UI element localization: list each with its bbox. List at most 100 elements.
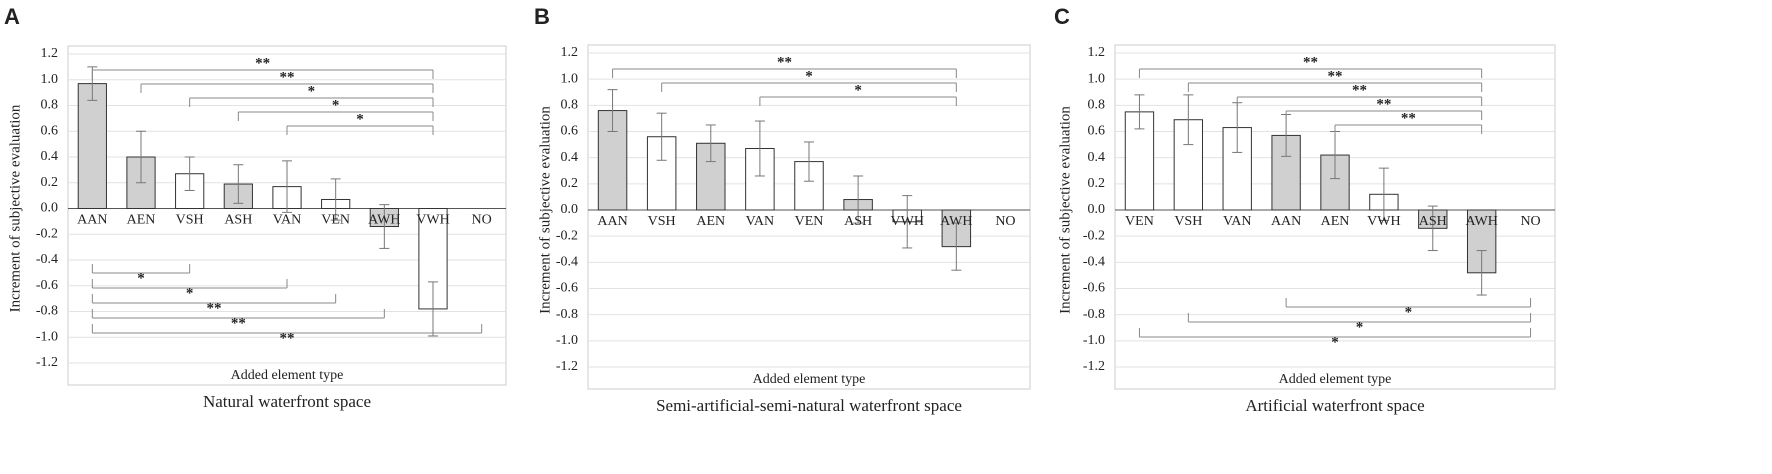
plot-frame: [587, 44, 1031, 390]
x-tick-label: AWH: [940, 214, 972, 229]
x-tick-label: AEN: [127, 213, 156, 228]
x-tick-label: AWH: [1466, 214, 1498, 229]
panel-label: C: [1054, 4, 1070, 29]
significance-label: **: [207, 300, 222, 316]
y-tick-label: 0.2: [41, 175, 59, 190]
y-axis-label: Increment of subjective evaluation: [537, 106, 553, 314]
significance-label: *: [186, 285, 194, 301]
y-tick-label: -1.0: [556, 333, 578, 348]
y-tick-label: -0.6: [556, 281, 578, 296]
significance-label: *: [356, 111, 364, 127]
significance-label: **: [1328, 68, 1343, 84]
y-tick-label: 1.2: [41, 46, 59, 61]
x-tick-label: AAN: [77, 213, 107, 228]
x-tick-label: VSH: [176, 213, 204, 228]
y-tick-label: 1.2: [1088, 45, 1106, 60]
significance-label: *: [332, 97, 340, 113]
x-axis-label: Added element type: [1279, 372, 1392, 387]
significance-label: **: [1376, 96, 1391, 112]
panel-label: A: [4, 4, 20, 29]
significance-label: *: [805, 68, 813, 84]
y-tick-label: 1.0: [1088, 71, 1106, 86]
y-tick-label: -0.4: [36, 252, 58, 267]
x-tick-label: AWH: [368, 213, 400, 228]
bar: [77, 83, 107, 209]
y-tick-label: 0.0: [1088, 202, 1106, 217]
x-axis-label: Added element type: [231, 368, 344, 383]
y-tick-label: 0.2: [1088, 176, 1106, 191]
y-tick-label: 0.4: [1088, 150, 1106, 165]
significance-label: **: [1401, 110, 1416, 126]
y-tick-label: -0.4: [556, 255, 578, 270]
y-tick-label: 0.6: [561, 124, 579, 139]
x-tick-label: VWH: [1367, 214, 1400, 229]
y-tick-label: 0.2: [561, 176, 579, 191]
y-tick-label: -1.2: [1083, 359, 1105, 374]
panel-title: Semi-artificial-semi-natural waterfront …: [656, 396, 962, 415]
x-tick-label: VAN: [1223, 214, 1252, 229]
y-tick-label: 1.2: [561, 45, 579, 60]
y-tick-label: -0.2: [556, 228, 578, 243]
y-tick-label: -0.2: [1083, 228, 1105, 243]
significance-label: *: [854, 82, 862, 98]
y-tick-label: 0.0: [561, 202, 579, 217]
significance-label: *: [308, 83, 316, 99]
y-tick-label: 0.0: [41, 201, 59, 216]
x-tick-label: NO: [995, 214, 1015, 229]
significance-label: **: [1352, 82, 1367, 98]
y-tick-label: 0.8: [41, 98, 59, 113]
y-tick-label: -1.2: [556, 359, 578, 374]
x-tick-label: AAN: [1271, 214, 1301, 229]
x-tick-label: VWH: [416, 213, 449, 228]
y-tick-label: -0.8: [36, 304, 58, 319]
significance-label: **: [280, 69, 295, 85]
y-tick-label: -0.4: [1083, 255, 1105, 270]
y-tick-label: 0.4: [561, 150, 579, 165]
x-tick-label: AEN: [1321, 214, 1350, 229]
y-tick-label: -0.6: [1083, 281, 1105, 296]
x-axis-label: Added element type: [753, 372, 866, 387]
x-tick-label: NO: [472, 213, 492, 228]
y-tick-label: -1.0: [36, 329, 58, 344]
panel-title: Artificial waterfront space: [1245, 396, 1424, 415]
x-tick-label: AAN: [597, 214, 627, 229]
bar: [1222, 127, 1252, 211]
y-tick-label: -1.0: [1083, 333, 1105, 348]
y-axis-label: Increment of subjective evaluation: [1057, 106, 1073, 314]
x-tick-label: VEN: [795, 214, 824, 229]
x-tick-label: NO: [1520, 214, 1540, 229]
y-tick-label: 1.0: [41, 72, 59, 87]
significance-label: **: [1303, 54, 1318, 70]
x-tick-label: AEN: [696, 214, 725, 229]
x-tick-label: ASH: [224, 213, 252, 228]
y-tick-label: 0.6: [41, 123, 59, 138]
significance-label: **: [777, 54, 792, 70]
y-tick-label: -0.8: [1083, 307, 1105, 322]
significance-label: *: [1405, 304, 1413, 320]
y-tick-label: 0.8: [1088, 98, 1106, 113]
plot-frame: [67, 45, 507, 386]
y-tick-label: 0.4: [41, 149, 59, 164]
x-tick-label: VSH: [648, 214, 676, 229]
significance-label: *: [1356, 319, 1364, 335]
y-tick-label: -1.2: [36, 355, 58, 370]
panel-title: Natural waterfront space: [203, 392, 371, 411]
significance-label: **: [255, 55, 270, 71]
y-tick-label: 0.8: [561, 98, 579, 113]
x-tick-label: VSH: [1174, 214, 1202, 229]
y-tick-label: -0.6: [36, 278, 58, 293]
y-tick-label: 1.0: [561, 71, 579, 86]
y-tick-label: -0.8: [556, 307, 578, 322]
significance-label: *: [137, 270, 145, 286]
y-axis-label: Increment of subjective evaluation: [7, 104, 23, 312]
significance-label: *: [1331, 334, 1339, 350]
y-tick-label: 0.6: [1088, 124, 1106, 139]
x-tick-label: VAN: [746, 214, 775, 229]
x-tick-label: VEN: [1125, 214, 1154, 229]
x-tick-label: VAN: [273, 213, 302, 228]
significance-label: **: [231, 315, 246, 331]
plot-frame: [1114, 44, 1556, 390]
x-tick-label: VWH: [891, 214, 924, 229]
x-tick-label: VEN: [321, 213, 350, 228]
